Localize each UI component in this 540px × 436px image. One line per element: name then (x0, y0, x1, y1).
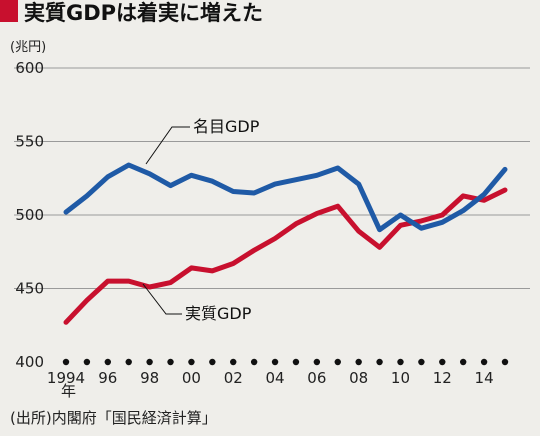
x-tick-label: 04 (266, 369, 285, 387)
axis-dot (376, 358, 383, 366)
gridlines (14, 67, 530, 289)
series-line-nominal-gdp (63, 162, 508, 233)
axis-dot (439, 358, 446, 366)
series-label-nominal-gdp: 名目GDP (193, 117, 260, 136)
axis-dot (480, 358, 488, 366)
x-year-suffix: 年 (61, 382, 76, 400)
x-tick-label: 1994 (47, 369, 85, 387)
y-tick-label: 450 (15, 280, 44, 298)
y-tick-label: 550 (15, 133, 44, 151)
title-accent-square (0, 0, 18, 22)
source-note: (出所)内閣府「国民経済計算」 (10, 409, 217, 427)
x-tick-label: 08 (349, 369, 368, 387)
axis-dot (250, 358, 258, 366)
leader-line-nominal-gdp (145, 126, 190, 165)
x-tick-label: 00 (182, 369, 201, 387)
x-tick-label: 98 (140, 369, 159, 387)
x-axis-ticks: 1994 96 98 00 02 04 06 08 10 12 14 (47, 369, 494, 387)
axis-dot (83, 358, 91, 366)
axis-dot (62, 358, 70, 366)
axis-dot (334, 358, 341, 366)
axis-dot (125, 358, 132, 366)
axis-dot (271, 358, 279, 366)
axis-dot (292, 358, 300, 366)
axis-dot (230, 358, 237, 366)
x-tick-label: 14 (475, 369, 494, 387)
axis-dot (355, 358, 362, 366)
series-line-real-gdp (63, 187, 508, 325)
y-tick-label: 500 (15, 206, 44, 224)
y-axis-ticks: 600 550 500 450 400 (15, 59, 44, 371)
axis-dot (418, 358, 425, 366)
y-tick-label: 600 (15, 59, 44, 77)
y-unit-label: (兆円) (10, 40, 46, 55)
axis-dot (397, 358, 404, 366)
axis-dot (167, 358, 174, 366)
axis-dot (501, 358, 509, 366)
series-label-real-gdp: 実質GDP (185, 304, 252, 323)
y-tick-label: 400 (15, 353, 44, 371)
axis-dot (146, 358, 153, 366)
axis-dot (188, 358, 195, 366)
axis-dot (209, 358, 216, 366)
x-axis-dots (62, 358, 509, 366)
x-tick-label: 02 (224, 369, 243, 387)
chart-title: 実質GDPは着実に増えた (24, 1, 263, 25)
leader-line-real-gdp (142, 283, 182, 315)
x-tick-label: 96 (98, 369, 117, 387)
x-tick-label: 06 (307, 369, 326, 387)
x-tick-label: 12 (433, 369, 452, 387)
axis-dot (313, 358, 321, 366)
axis-dot (459, 358, 467, 366)
x-tick-label: 10 (391, 369, 410, 387)
axis-dot (104, 358, 112, 366)
